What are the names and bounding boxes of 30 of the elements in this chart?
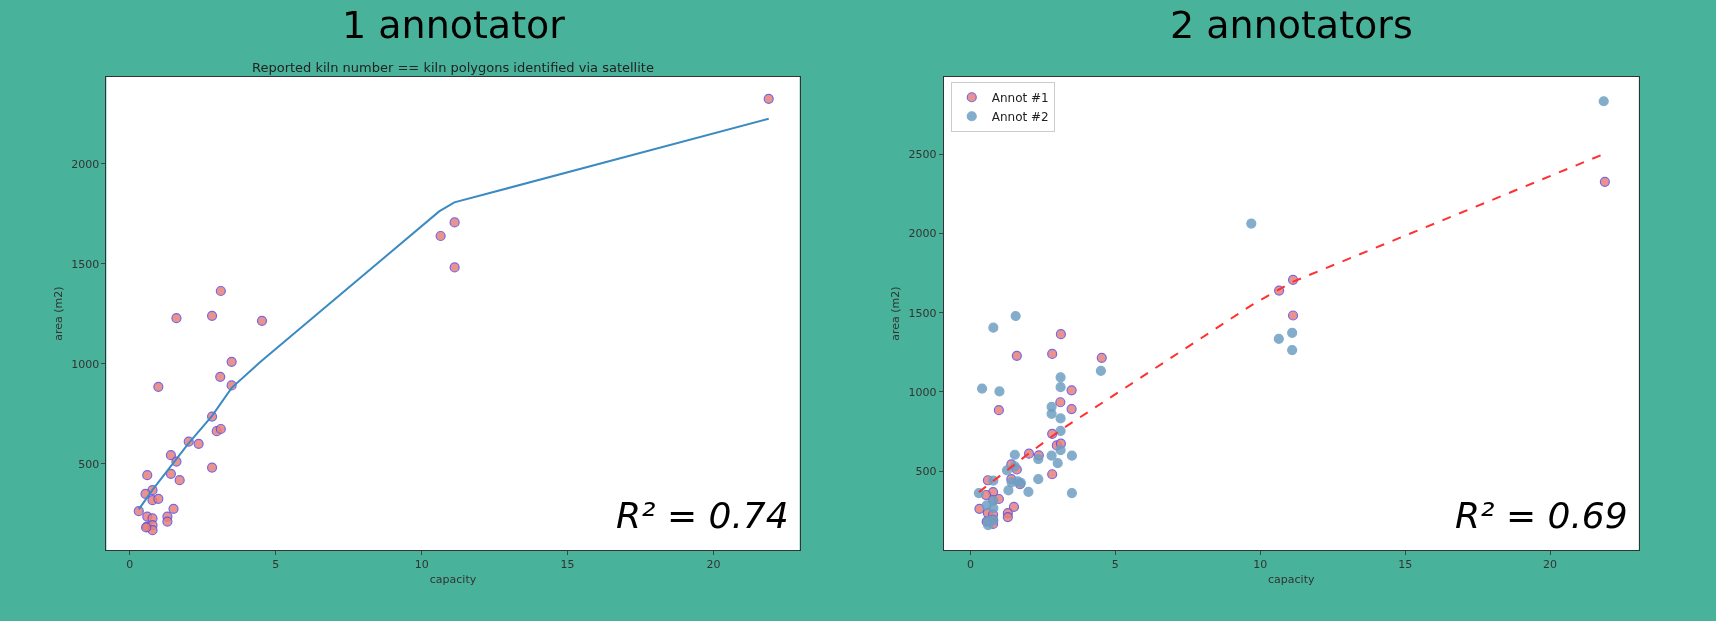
x-tick-label: 20 xyxy=(1543,558,1558,572)
x-tick-label: 10 xyxy=(1253,558,1268,572)
x-axis-title: capacity xyxy=(1268,572,1315,586)
chart-subtitle: Reported kiln number == kiln polygons identified via satellite xyxy=(252,60,654,75)
y-axis-title: area (m2) xyxy=(889,286,903,341)
x-tick-label: 20 xyxy=(706,558,721,572)
y-tick-label: 2000 xyxy=(908,227,937,241)
chart-title: 1 annotator xyxy=(342,3,566,47)
legend-label: Annot #1 xyxy=(991,90,1049,105)
x-tick-label: 15 xyxy=(560,558,575,572)
legend-label: Annot #2 xyxy=(991,109,1049,124)
y-tick-label: 2000 xyxy=(71,157,100,171)
x-tick-label: 10 xyxy=(414,558,429,572)
y-tick-label: 500 xyxy=(915,465,937,479)
y-tick-label: 1000 xyxy=(71,357,100,371)
y-tick-label: 2500 xyxy=(908,147,937,161)
annotation: R² = 0.69 xyxy=(1455,495,1628,536)
x-axis-title: capacity xyxy=(429,572,477,586)
x-tick-label: 5 xyxy=(272,558,280,572)
chart-title: 2 annotators xyxy=(1170,3,1413,47)
y-tick-label: 1000 xyxy=(908,385,937,399)
x-tick-label: 0 xyxy=(966,558,974,572)
y-axis-title: area (m2) xyxy=(51,286,65,341)
y-tick-label: 1500 xyxy=(908,306,937,320)
y-tick-label: 500 xyxy=(78,457,100,471)
y-tick-label: 1500 xyxy=(71,257,100,271)
x-tick-label: 5 xyxy=(1111,558,1119,572)
x-tick-label: 15 xyxy=(1398,558,1413,572)
x-tick-label: 0 xyxy=(126,558,134,572)
annotation: R² = 0.74 xyxy=(616,495,789,536)
